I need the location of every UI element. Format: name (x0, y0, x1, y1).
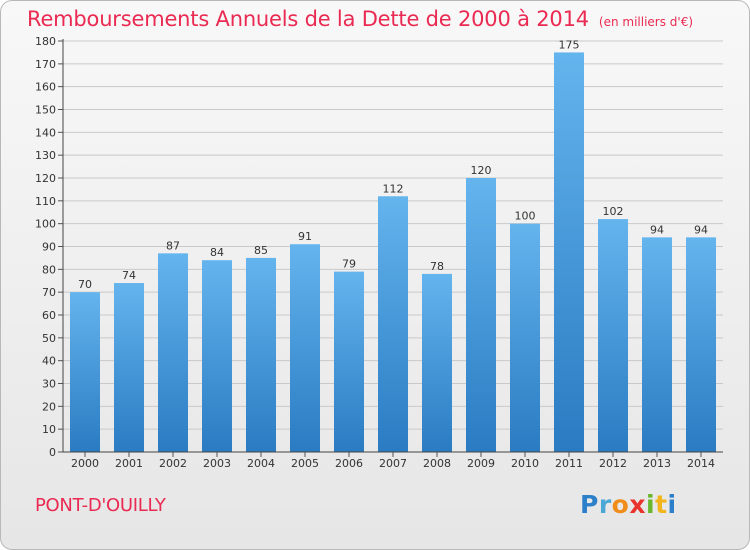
bar-2014[interactable] (686, 237, 716, 452)
logo-letter: o (611, 490, 630, 519)
bar-2010[interactable] (510, 223, 540, 452)
y-tick-label: 20 (42, 400, 56, 413)
data-label-2004: 85 (254, 244, 268, 257)
x-tick-label-2004: 2004 (247, 457, 275, 470)
y-tick-label: 60 (42, 309, 56, 322)
axes: 0 10 20 30 40 50 60 70 80 90 100 110 120 130 140 150 160… (35, 35, 723, 470)
x-tick-label-2010: 2010 (511, 457, 539, 470)
y-tick-label: 170 (35, 58, 56, 71)
bar-2002[interactable] (158, 253, 188, 452)
data-label-2012: 102 (603, 205, 624, 218)
data-label-2001: 74 (122, 269, 136, 282)
y-tick-label: 140 (35, 126, 56, 139)
data-label-2005: 91 (298, 230, 312, 243)
x-tick-label-2009: 2009 (467, 457, 495, 470)
data-label-2000: 70 (78, 278, 92, 291)
y-tick-label: 40 (42, 355, 56, 368)
bar-2000[interactable] (70, 292, 100, 452)
y-tick-label: 150 (35, 104, 56, 117)
y-tick-label: 100 (35, 218, 56, 231)
y-tick-label: 30 (42, 378, 56, 391)
x-tick-label-2012: 2012 (599, 457, 627, 470)
chart-subtitle: (en milliers d'€) (598, 15, 694, 29)
y-tick-label: 50 (42, 332, 56, 345)
data-label-2011: 175 (559, 38, 580, 51)
bars: 70 74 87 84 85 91 79 112 78 120 100 175 102 94 94 (70, 38, 716, 453)
proxiti-logo[interactable]: Proxiti (580, 490, 677, 519)
chart-title-text: Remboursements Annuels de la Dette de 20… (27, 7, 589, 31)
x-tick-label-2013: 2013 (643, 457, 671, 470)
data-label-2009: 120 (471, 164, 492, 177)
bar-2006[interactable] (334, 271, 364, 452)
bar-2009[interactable] (466, 178, 496, 452)
y-tick-label: 0 (49, 446, 56, 459)
x-tick-label-2008: 2008 (423, 457, 451, 470)
data-label-2006: 79 (342, 258, 356, 271)
data-label-2008: 78 (430, 260, 444, 273)
data-label-2007: 112 (383, 182, 404, 195)
bar-2005[interactable] (290, 244, 320, 452)
logo-letter: i (667, 490, 677, 519)
bar-2008[interactable] (422, 273, 452, 452)
chart-title: Remboursements Annuels de la Dette de 20… (27, 7, 693, 31)
bar-2003[interactable] (202, 260, 232, 452)
bar-2007[interactable] (378, 196, 408, 452)
x-tick-label-2007: 2007 (379, 457, 407, 470)
y-tick-label: 110 (35, 195, 56, 208)
bar-2001[interactable] (114, 283, 144, 452)
logo-letter: i (646, 490, 656, 519)
y-tick-label: 10 (42, 423, 56, 436)
bar-2004[interactable] (246, 257, 276, 452)
y-tick-label: 130 (35, 149, 56, 162)
x-tick-label-2003: 2003 (203, 457, 231, 470)
logo-letter: r (598, 490, 612, 519)
y-tick-label: 70 (42, 286, 56, 299)
logo-letter: x (629, 490, 646, 519)
logo-letter: t (655, 490, 668, 519)
y-tick-label: 120 (35, 172, 56, 185)
x-tick-label-2011: 2011 (555, 457, 583, 470)
x-tick-label-2000: 2000 (71, 457, 99, 470)
data-label-2010: 100 (515, 210, 536, 223)
commune-name: PONT-D'OUILLY (35, 495, 166, 516)
data-label-2014: 94 (694, 223, 708, 236)
x-tick-label-2014: 2014 (687, 457, 715, 470)
bar-2013[interactable] (642, 237, 672, 452)
x-tick-label-2002: 2002 (159, 457, 187, 470)
y-tick-label: 80 (42, 263, 56, 276)
data-label-2013: 94 (650, 223, 664, 236)
y-tick-label: 160 (35, 81, 56, 94)
bar-2011[interactable] (554, 52, 584, 453)
y-tick-label: 180 (35, 35, 56, 48)
x-tick-label-2006: 2006 (335, 457, 363, 470)
x-tick-label-2005: 2005 (291, 457, 319, 470)
x-tick-label-2001: 2001 (115, 457, 143, 470)
bar-2012[interactable] (598, 219, 628, 452)
y-tick-label: 90 (42, 241, 56, 254)
logo-letter: P (580, 490, 599, 519)
data-label-2003: 84 (210, 246, 224, 259)
data-label-2002: 87 (166, 239, 180, 252)
